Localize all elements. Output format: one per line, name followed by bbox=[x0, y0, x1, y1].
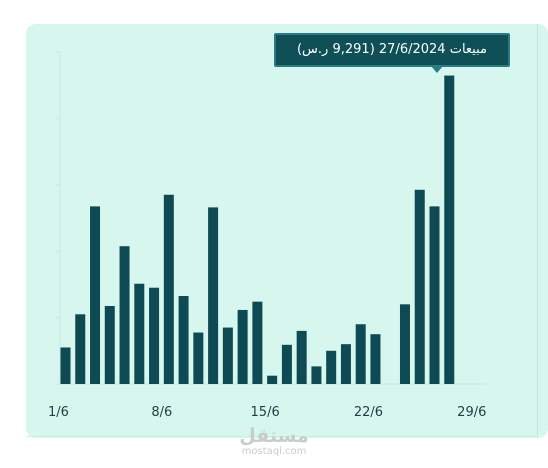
bar-19-6[interactable] bbox=[326, 350, 337, 384]
bar-1-6[interactable] bbox=[60, 347, 71, 384]
x-tick-label: 1/6 bbox=[48, 405, 69, 420]
bar-13-6[interactable] bbox=[237, 309, 248, 384]
panel-divider bbox=[537, 24, 538, 438]
bar-4-6[interactable] bbox=[104, 305, 115, 384]
bar-14-6[interactable] bbox=[252, 301, 263, 384]
bar-27-6[interactable] bbox=[444, 75, 455, 384]
bar-18-6[interactable] bbox=[311, 366, 322, 384]
bar-21-6[interactable] bbox=[355, 324, 366, 384]
bar-8-6[interactable] bbox=[163, 194, 174, 384]
x-axis-tick-labels: 1/6 8/6 15/6 22/6 29/6 bbox=[48, 405, 486, 420]
x-tick-label: 29/6 bbox=[457, 405, 486, 420]
bar-6-6[interactable] bbox=[134, 283, 145, 384]
bar-7-6[interactable] bbox=[149, 287, 160, 384]
bar-12-6[interactable] bbox=[222, 327, 233, 384]
mostaql-watermark: مستقل mostaql.com bbox=[238, 426, 310, 458]
bars-group bbox=[60, 75, 455, 384]
bar-24-6[interactable] bbox=[399, 304, 410, 384]
bar-3-6[interactable] bbox=[90, 206, 101, 384]
bar-9-6[interactable] bbox=[178, 296, 189, 384]
x-tick-label: 22/6 bbox=[354, 405, 383, 420]
bar-5-6[interactable] bbox=[119, 246, 130, 384]
bar-20-6[interactable] bbox=[340, 344, 351, 384]
bar-25-6[interactable] bbox=[414, 189, 425, 384]
bar-26-6[interactable] bbox=[429, 206, 440, 384]
bar-2-6[interactable] bbox=[75, 314, 86, 384]
tooltip-pointer bbox=[431, 66, 443, 73]
bar-16-6[interactable] bbox=[281, 344, 292, 384]
bar-10-6[interactable] bbox=[193, 332, 204, 384]
card-bottom-border bbox=[26, 436, 538, 437]
x-tick-label: 8/6 bbox=[151, 405, 172, 420]
bar-11-6[interactable] bbox=[208, 207, 219, 384]
x-tick-label: 15/6 bbox=[251, 405, 280, 420]
bar-22-6[interactable] bbox=[370, 334, 381, 384]
watermark-domain: mostaql.com bbox=[241, 446, 307, 457]
bar-17-6[interactable] bbox=[296, 330, 307, 384]
watermark-logo: مستقل bbox=[239, 425, 309, 447]
bar-tooltip: مبيعات 27/6/2024 (9,291 ر.س) bbox=[274, 33, 510, 67]
y-axis-ticks bbox=[56, 51, 60, 319]
bar-15-6[interactable] bbox=[267, 375, 278, 384]
